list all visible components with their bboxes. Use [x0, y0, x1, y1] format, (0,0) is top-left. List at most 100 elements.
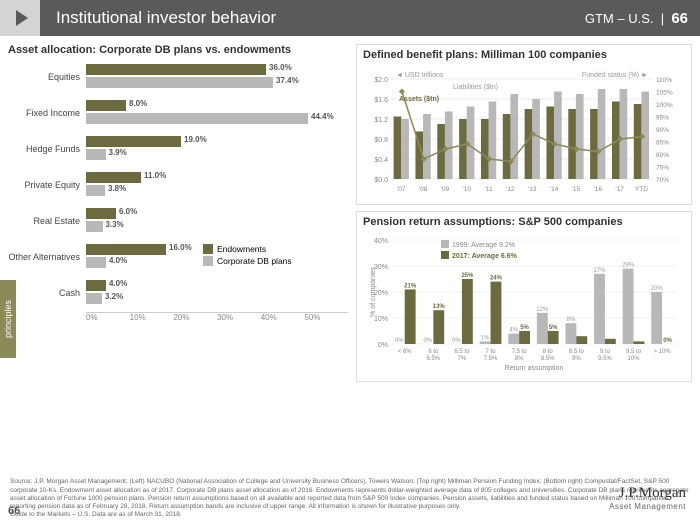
leg-liab: Liabilities ($tn) [453, 84, 498, 91]
val-1999: 20% [651, 286, 664, 292]
ytick-l: $0.0 [374, 177, 388, 184]
bar-liab [423, 114, 431, 179]
bar-liab [576, 94, 584, 179]
bar-endow [86, 64, 266, 75]
bar-endow [86, 136, 181, 147]
header-right: GTM – U.S. | 66 [585, 10, 688, 27]
bar-endow [86, 100, 126, 111]
ytick-l: $0.8 [374, 137, 388, 144]
val-2017: 5% [549, 325, 558, 331]
xtick2: 7.5% [484, 356, 498, 362]
bar-endow [86, 280, 106, 291]
bar-endow [86, 244, 166, 255]
leg-sq-1999 [441, 240, 449, 248]
bar-db-val: 3.8% [108, 184, 126, 193]
bar-liab [620, 89, 628, 179]
bar-2017 [405, 289, 416, 344]
ytick-r: 100% [656, 102, 673, 109]
footer-text: Source: J.P. Morgan Asset Management; (L… [10, 478, 690, 519]
arrow-box [0, 0, 40, 36]
br-title: Pension return assumptions: S&P 500 comp… [363, 216, 685, 228]
xtick2: 9.5% [598, 356, 612, 362]
bar-2017 [634, 341, 645, 344]
bar-2017 [491, 282, 502, 344]
side-tab: principles [0, 280, 16, 358]
bar-2017 [605, 339, 616, 344]
bar-db [86, 257, 106, 268]
legend-sq-db [203, 256, 213, 266]
val-2017: 5% [520, 325, 529, 331]
hbar-row: Equities 36.0% 37.4% [8, 60, 348, 94]
funded-marker [399, 89, 405, 95]
val-2017: 24% [490, 276, 503, 282]
legend-db: Corporate DB plans [217, 256, 292, 266]
xtick2: 10% [628, 356, 641, 362]
bar-db [86, 185, 105, 196]
hbar-track: 11.0% 3.8% [86, 169, 348, 201]
hbar-label: Equities [8, 72, 86, 82]
header-bar: Institutional investor behavior GTM – U.… [0, 0, 700, 36]
val-1999: 1% [481, 335, 490, 341]
xtick: '08 [419, 186, 428, 193]
ytick: 0% [378, 342, 388, 349]
val-2017: 0% [663, 338, 672, 344]
xlabel: Return assumption [505, 365, 564, 372]
jpmorgan-logo: J.P.Morgan Asset Management [609, 485, 686, 511]
hbar-row: Hedge Funds 19.0% 3.9% [8, 132, 348, 166]
xtick: 10% [130, 313, 174, 322]
bar-assets [568, 109, 576, 179]
xtick: < 6% [398, 349, 413, 355]
bar-1999 [623, 269, 634, 344]
bar-endow-val: 36.0% [269, 63, 292, 72]
bar-liab [532, 99, 540, 179]
hbar-track: 8.0% 44.4% [86, 97, 348, 129]
legend-sq-endow [203, 244, 213, 254]
bar-endow [86, 172, 141, 183]
xtick: 20% [173, 313, 217, 322]
ytick-r: 95% [656, 115, 669, 122]
xtick: '09 [441, 186, 450, 193]
bar-db [86, 77, 273, 88]
xtick: '15 [572, 186, 581, 193]
bar-liab [510, 94, 518, 179]
bar-db-val: 3.9% [109, 148, 127, 157]
tr-title: Defined benefit plans: Milliman 100 comp… [363, 49, 685, 61]
bar-db [86, 221, 103, 232]
bar-1999 [565, 323, 576, 344]
val-1999: 0% [424, 338, 433, 344]
left-legend: Endowments Corporate DB plans [203, 242, 292, 268]
ytick-l: $2.0 [374, 77, 388, 84]
bar-db-val: 3.3% [106, 220, 124, 229]
leg-1999: 1999: Average 9.2% [452, 242, 515, 249]
hbar-label: Real Estate [8, 216, 86, 226]
left-chart: Asset allocation: Corporate DB plans vs.… [8, 44, 348, 382]
bar-db [86, 113, 308, 124]
left-title: Asset allocation: Corporate DB plans vs.… [8, 44, 348, 56]
gtm-label: GTM – U.S. [585, 11, 654, 26]
val-1999: 8% [567, 317, 576, 323]
hbar-label: Hedge Funds [8, 144, 86, 154]
leg-assets: Assets ($tn) [399, 96, 439, 103]
bar-db [86, 149, 106, 160]
top-right-chart: Defined benefit plans: Milliman 100 comp… [356, 44, 692, 205]
bar-assets [459, 119, 467, 179]
xtick2: 8.5% [541, 356, 555, 362]
ytick-l: $1.2 [374, 117, 388, 124]
bar-endow-val: 11.0% [144, 171, 166, 180]
ytick-r: 105% [656, 90, 673, 97]
ytick-r: 70% [656, 177, 669, 184]
ylabel: % of companies [370, 267, 377, 317]
val-1999: 4% [509, 328, 518, 334]
arrow-icon [16, 10, 28, 26]
bar-db [86, 293, 102, 304]
xtick: 8.5 to [569, 349, 585, 355]
val-1999: 12% [536, 307, 549, 313]
leg-2017: 2017: Average 6.6% [452, 253, 518, 260]
xtick2: 7% [458, 356, 467, 362]
bar-db-val: 4.0% [109, 256, 127, 265]
bar-assets [590, 109, 598, 179]
legend-endow: Endowments [217, 244, 266, 254]
bar-2017 [462, 279, 473, 344]
val-1999: 29% [622, 263, 635, 269]
xtick: '12 [506, 186, 515, 193]
